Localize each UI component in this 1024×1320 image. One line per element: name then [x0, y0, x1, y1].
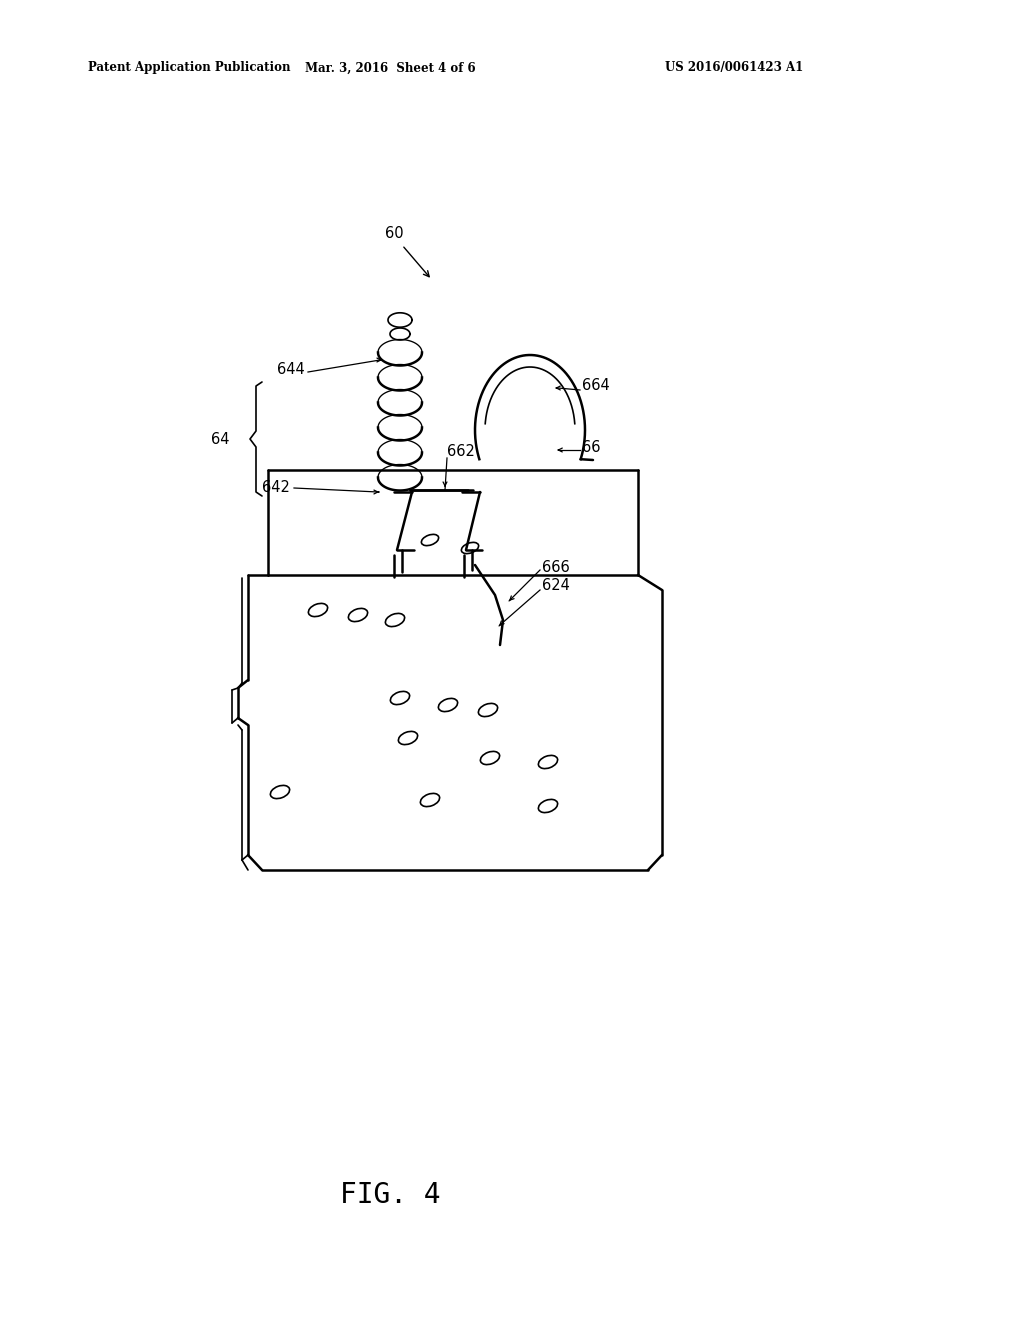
Text: 624: 624 [542, 578, 570, 593]
Text: 644: 644 [278, 363, 305, 378]
Text: 60: 60 [385, 226, 403, 240]
Text: Patent Application Publication: Patent Application Publication [88, 62, 291, 74]
Text: 66: 66 [582, 441, 600, 455]
Text: 64: 64 [212, 433, 230, 447]
Text: Mar. 3, 2016  Sheet 4 of 6: Mar. 3, 2016 Sheet 4 of 6 [305, 62, 475, 74]
Text: 664: 664 [582, 378, 609, 392]
Text: 666: 666 [542, 561, 569, 576]
Text: US 2016/0061423 A1: US 2016/0061423 A1 [665, 62, 803, 74]
Text: 642: 642 [262, 480, 290, 495]
Text: 662: 662 [447, 445, 475, 459]
Text: FIG. 4: FIG. 4 [340, 1181, 440, 1209]
